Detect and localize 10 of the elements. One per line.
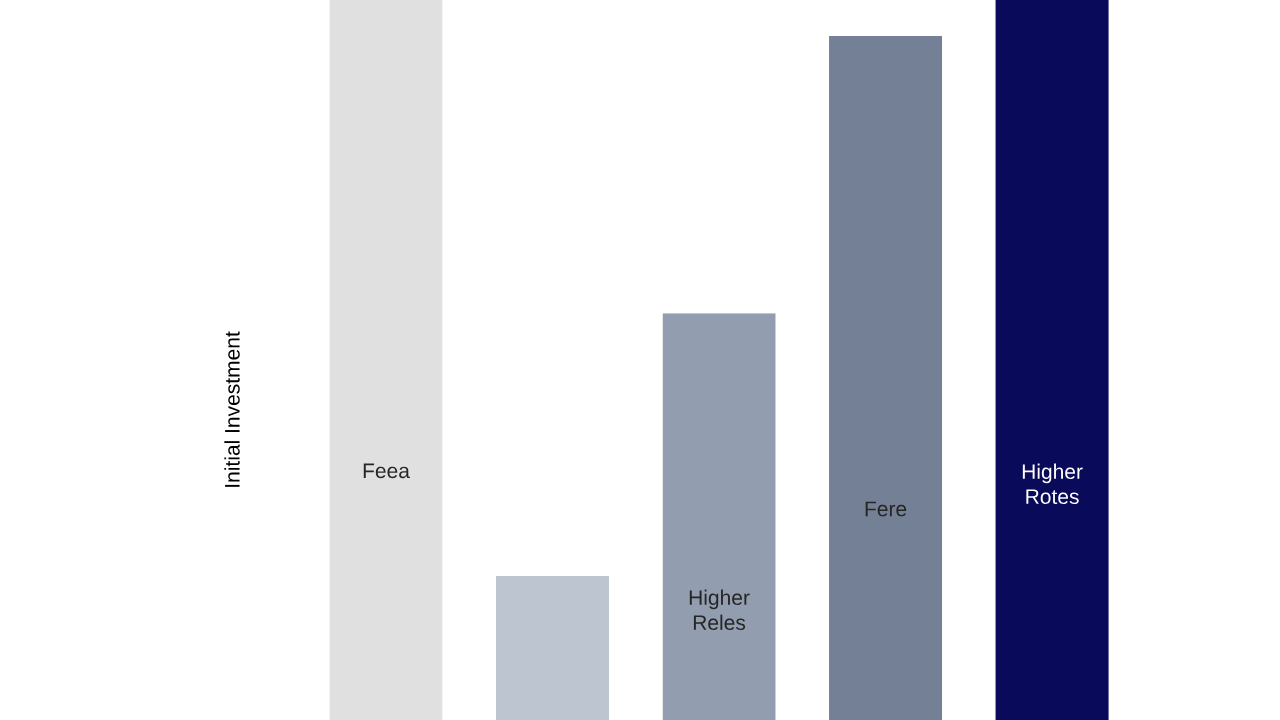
x-tick-label: Feea bbox=[363, 463, 410, 479]
y-axis-title: Initial Investment bbox=[224, 331, 240, 487]
x-tick-label: Higher Rotes bbox=[1022, 463, 1083, 505]
x-tick-label: Fere bbox=[865, 501, 907, 517]
bar bbox=[329, 0, 443, 720]
bar bbox=[995, 0, 1109, 720]
bar bbox=[496, 575, 610, 720]
bar bbox=[829, 35, 943, 720]
x-tick-label: Higher Reles bbox=[689, 589, 750, 631]
bar bbox=[662, 313, 776, 720]
